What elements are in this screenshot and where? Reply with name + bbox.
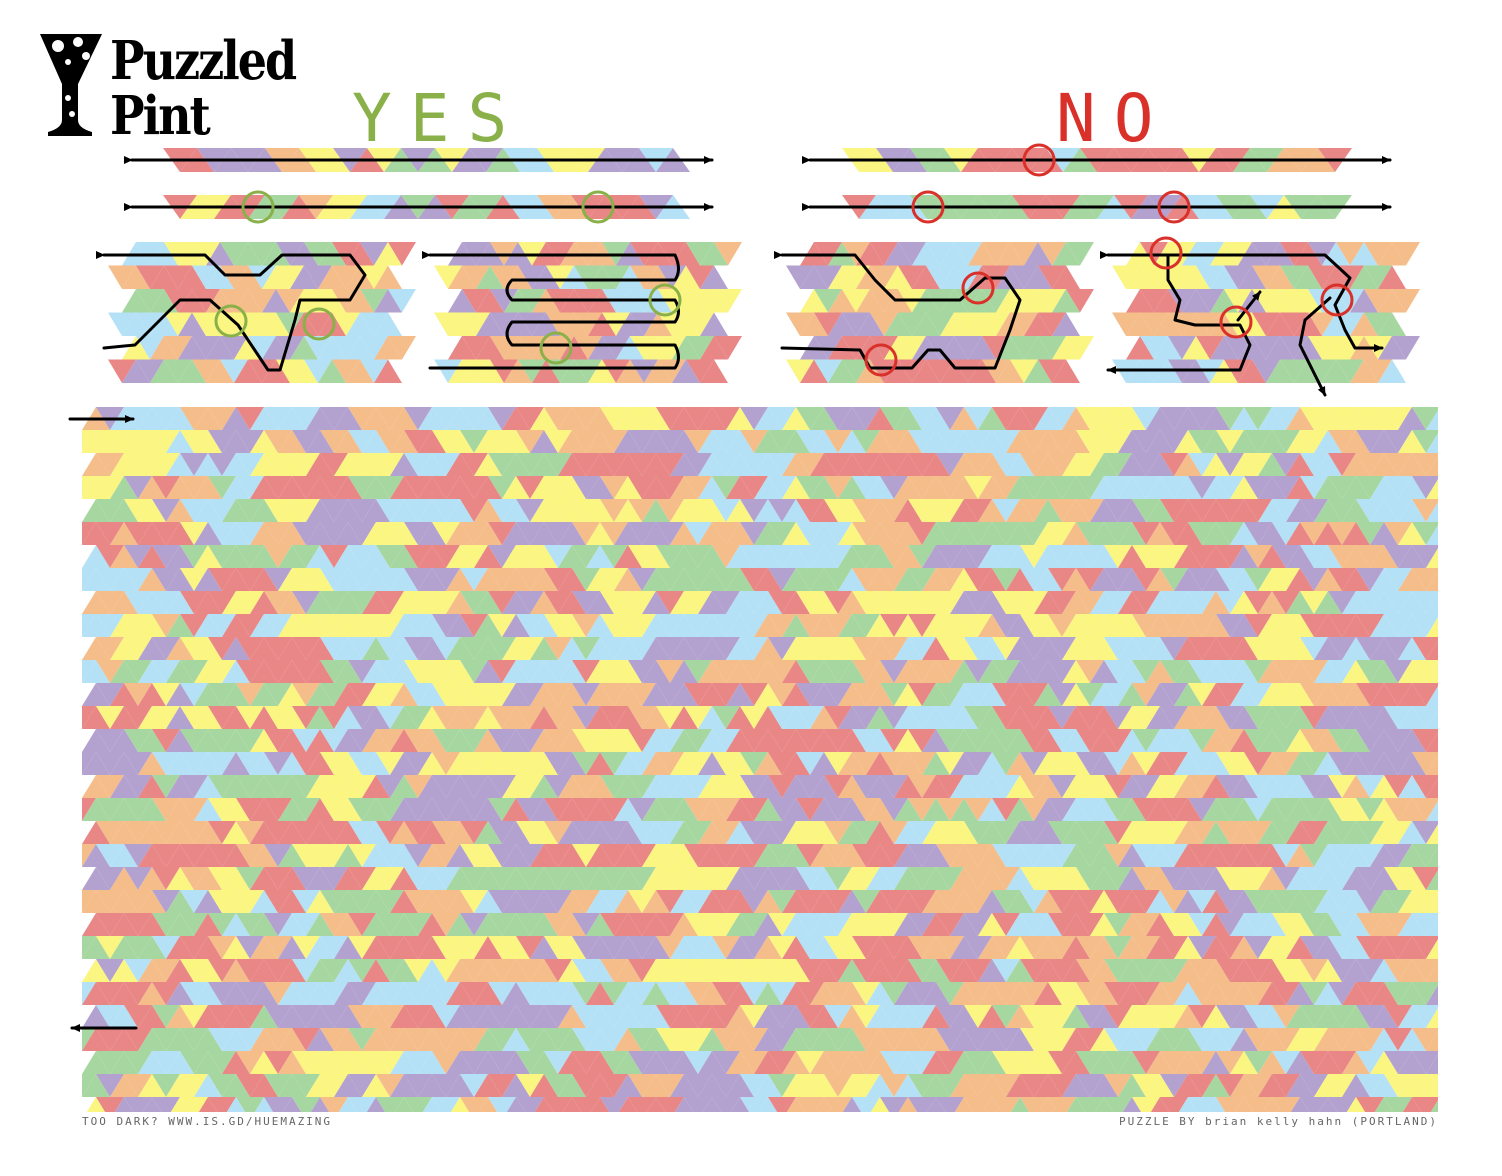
brand-line-2: Pint bbox=[110, 84, 211, 147]
yes-marker bbox=[302, 307, 336, 341]
yes-marker bbox=[241, 190, 275, 224]
example-path bbox=[774, 251, 1022, 370]
example-path bbox=[1236, 290, 1262, 322]
yes-marker bbox=[648, 283, 682, 317]
yes-marker bbox=[214, 304, 248, 338]
example-path bbox=[1298, 296, 1332, 397]
example-path bbox=[1106, 253, 1252, 374]
footer-credit: PUZZLE BY brian kelly hahn (PORTLAND) bbox=[1118, 1115, 1438, 1128]
example-path bbox=[96, 251, 367, 372]
no-marker bbox=[864, 343, 898, 377]
no-marker bbox=[1219, 305, 1253, 339]
no-marker bbox=[911, 190, 945, 224]
no-marker bbox=[1149, 236, 1183, 270]
martini-glass-icon bbox=[40, 34, 102, 136]
no-label: NO bbox=[1056, 80, 1172, 157]
puzzled-pint-logo: Puzzled Pint bbox=[38, 28, 297, 147]
example-path bbox=[1100, 251, 1384, 352]
example-paths bbox=[68, 156, 1392, 1032]
no-marker bbox=[961, 271, 995, 305]
yes-marker bbox=[581, 190, 615, 224]
puzzle-grid bbox=[82, 407, 1438, 1112]
brand-line-1: Puzzled bbox=[110, 29, 297, 92]
yes-marker bbox=[539, 331, 573, 365]
no-marker bbox=[1320, 283, 1354, 317]
yes-label: YES bbox=[352, 80, 526, 157]
example-path bbox=[422, 251, 680, 370]
no-marker bbox=[1022, 143, 1056, 177]
example-markers bbox=[214, 143, 1354, 377]
no-marker bbox=[1157, 190, 1191, 224]
footer-help-link[interactable]: TOO DARK? WWW.IS.GD/HUEMAZING bbox=[82, 1115, 333, 1128]
